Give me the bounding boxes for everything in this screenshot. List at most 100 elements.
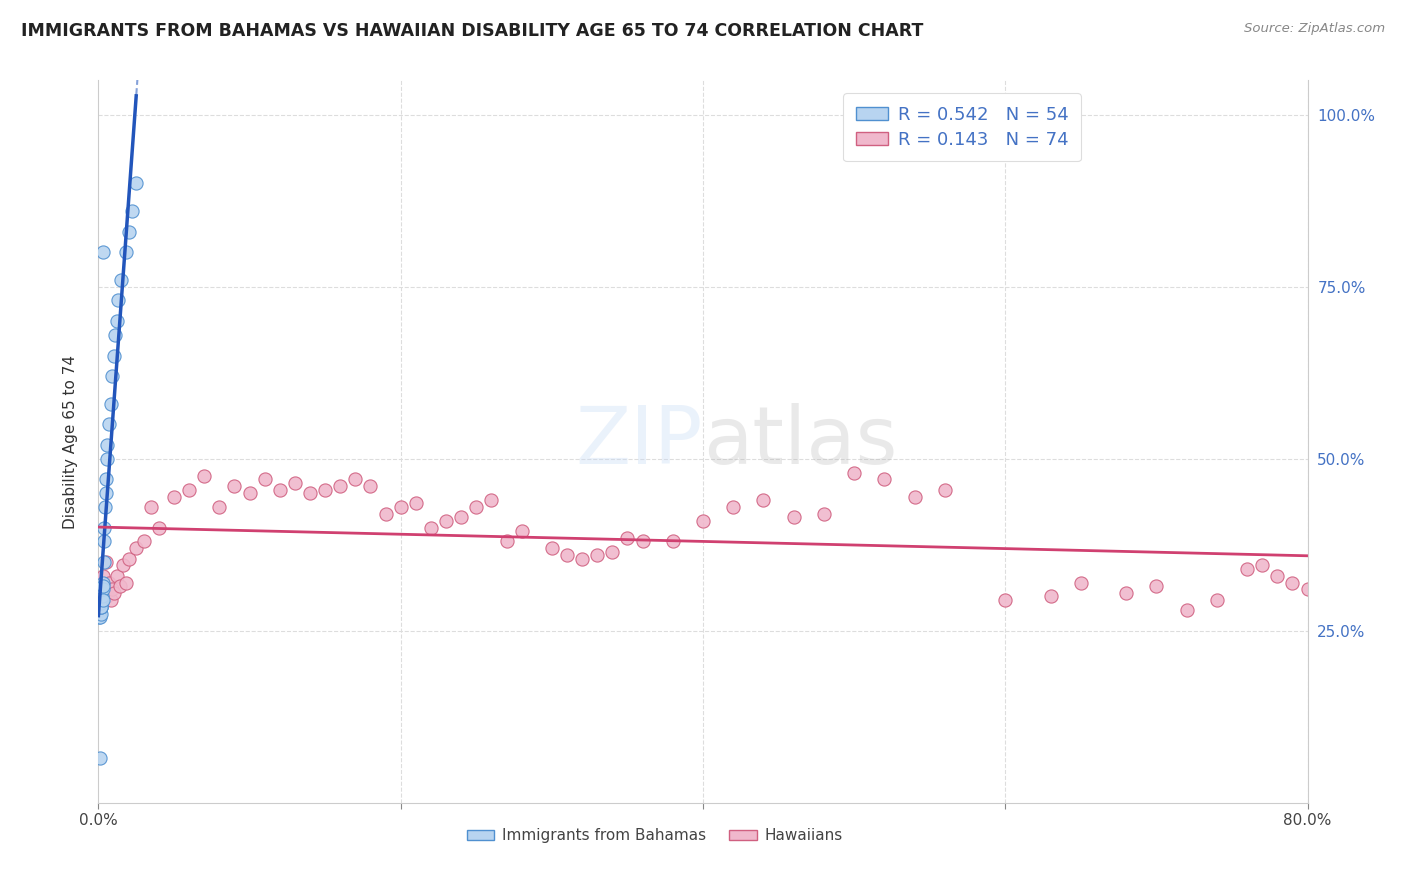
Point [101, 369, 124, 384]
Point [94, 500, 117, 514]
Point [91, 579, 114, 593]
Point [90, 596, 112, 610]
Point [344, 472, 367, 486]
Point [405, 496, 427, 510]
Point [87, 582, 110, 597]
Point [692, 514, 714, 528]
Point [96, 590, 118, 604]
Point [179, 483, 201, 497]
Point [91, 590, 114, 604]
Point [107, 293, 129, 308]
Point [93, 555, 115, 569]
Point [89, 610, 111, 624]
Point [89, 603, 111, 617]
Point [253, 472, 276, 486]
Point [163, 490, 186, 504]
Point [89, 599, 111, 614]
Point [631, 534, 654, 549]
Point [111, 558, 134, 573]
Point [602, 544, 624, 558]
Point [510, 524, 533, 538]
Point [1267, 568, 1289, 582]
Point [1039, 590, 1062, 604]
Point [125, 177, 148, 191]
Point [1070, 575, 1092, 590]
Text: IMMIGRANTS FROM BAHAMAS VS HAWAIIAN DISABILITY AGE 65 TO 74 CORRELATION CHART: IMMIGRANTS FROM BAHAMAS VS HAWAIIAN DISA… [21, 22, 924, 40]
Point [239, 486, 262, 500]
Point [103, 349, 125, 363]
Point [96, 451, 118, 466]
Point [90, 596, 112, 610]
Point [91, 575, 114, 590]
Point [1341, 555, 1364, 569]
Point [108, 579, 131, 593]
Point [934, 483, 956, 497]
Point [540, 541, 562, 556]
Point [813, 507, 835, 521]
Point [96, 438, 118, 452]
Point [100, 592, 122, 607]
Point [87, 592, 110, 607]
Point [90, 582, 112, 597]
Point [752, 493, 775, 508]
Point [90, 607, 112, 621]
Point [1115, 586, 1137, 600]
Point [91, 592, 114, 607]
Point [193, 469, 215, 483]
Point [148, 520, 170, 534]
Point [89, 590, 111, 604]
Point [90, 592, 112, 607]
Point [1281, 575, 1303, 590]
Point [481, 493, 503, 508]
Point [90, 599, 112, 614]
Point [91, 568, 114, 582]
Point [1251, 558, 1274, 573]
Point [125, 541, 148, 556]
Point [284, 475, 307, 490]
Point [1175, 603, 1198, 617]
Point [87, 590, 110, 604]
Point [1312, 541, 1334, 556]
Point [94, 472, 117, 486]
Point [299, 486, 322, 500]
Point [105, 568, 128, 582]
Point [1144, 579, 1167, 593]
Point [89, 751, 111, 765]
Point [110, 273, 132, 287]
Point [98, 575, 121, 590]
Point [114, 575, 136, 590]
Point [98, 417, 121, 432]
Point [208, 500, 231, 514]
Point [89, 603, 111, 617]
Point [114, 245, 136, 260]
Point [89, 582, 111, 597]
Point [844, 466, 866, 480]
Point [91, 245, 114, 260]
Point [132, 534, 155, 549]
Point [586, 548, 609, 562]
Point [1357, 538, 1379, 552]
Point [450, 510, 472, 524]
Point [904, 490, 927, 504]
Point [873, 472, 896, 486]
Point [94, 555, 117, 569]
Point [661, 534, 683, 549]
Text: atlas: atlas [703, 402, 897, 481]
Point [389, 500, 412, 514]
Point [90, 582, 112, 597]
Point [360, 479, 382, 493]
Point [89, 596, 111, 610]
Point [141, 500, 163, 514]
Point [103, 586, 125, 600]
Point [90, 599, 112, 614]
Point [420, 520, 443, 534]
Point [723, 500, 745, 514]
Point [89, 596, 111, 610]
Point [89, 582, 111, 597]
Point [329, 479, 352, 493]
Point [94, 486, 117, 500]
Point [87, 603, 110, 617]
Point [89, 599, 111, 614]
Point [90, 599, 112, 614]
Point [90, 590, 112, 604]
